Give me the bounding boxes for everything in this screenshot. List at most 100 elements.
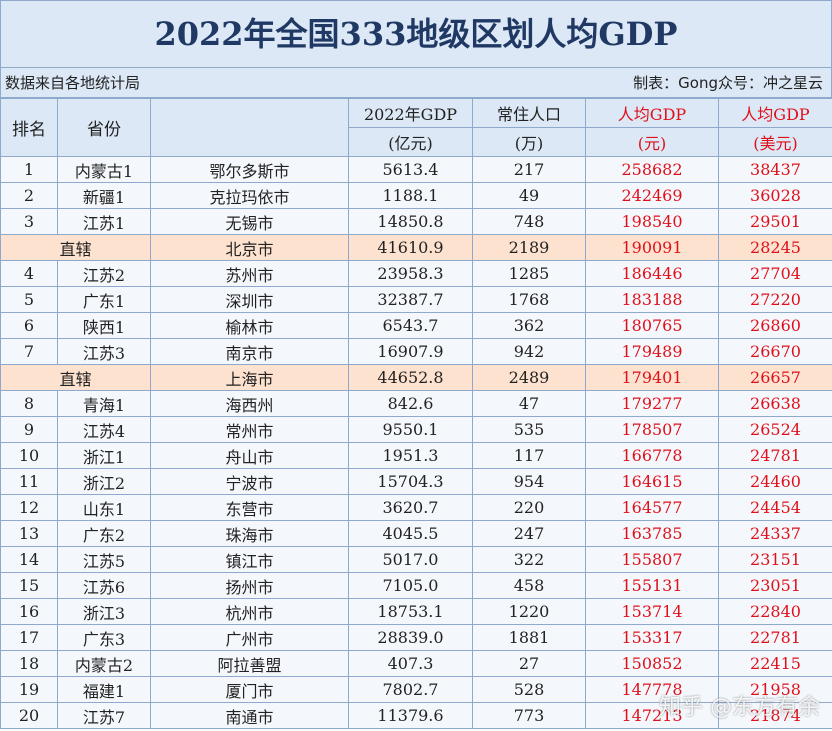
province: 江苏1 — [57, 208, 151, 235]
header-usd: 人均GDP — [718, 98, 832, 128]
per-capita-usd: 26670 — [718, 338, 832, 365]
rank: 8 — [0, 390, 58, 417]
row: 10 浙江1 舟山市 1951.3 117 166778 24781 — [0, 442, 832, 469]
province: 广东1 — [57, 286, 151, 313]
gdp: 7802.7 — [348, 676, 473, 703]
per-capita-yuan: 147213 — [585, 702, 719, 729]
per-capita-usd: 24781 — [718, 442, 832, 469]
population: 458 — [472, 572, 586, 599]
per-capita-usd: 28245 — [718, 234, 832, 261]
city: 鄂尔多斯市 — [150, 156, 349, 183]
header-usd-unit: (美元) — [718, 127, 832, 157]
row: 19 福建1 厦门市 7802.7 528 147778 21958 — [0, 676, 832, 703]
row: 13 广东2 珠海市 4045.5 247 163785 24337 — [0, 520, 832, 547]
rank: 18 — [0, 650, 58, 677]
city: 苏州市 — [150, 260, 349, 287]
gdp: 14850.8 — [348, 208, 473, 235]
row: 1 内蒙古1 鄂尔多斯市 5613.4 217 258682 38437 — [0, 156, 832, 183]
per-capita-usd: 24460 — [718, 468, 832, 495]
rank: 14 — [0, 546, 58, 573]
per-capita-yuan: 179277 — [585, 390, 719, 417]
header-gdp-unit: (亿元) — [348, 127, 473, 157]
table: 排名 省份 2022年GDP 常住人口 人均GDP 人均GDP (亿元) (万)… — [0, 98, 832, 729]
per-capita-yuan: 186446 — [585, 260, 719, 287]
per-capita-yuan: 166778 — [585, 442, 719, 469]
city: 榆林市 — [150, 312, 349, 339]
title: 2022年全国333地级区划人均GDP — [0, 0, 832, 68]
province: 陕西1 — [57, 312, 151, 339]
gdp: 3620.7 — [348, 494, 473, 521]
per-capita-yuan: 150852 — [585, 650, 719, 677]
population: 535 — [472, 416, 586, 443]
population: 954 — [472, 468, 586, 495]
row: 12 山东1 东营市 3620.7 220 164577 24454 — [0, 494, 832, 521]
per-capita-yuan: 179401 — [585, 364, 719, 391]
city: 阿拉善盟 — [150, 650, 349, 677]
population: 220 — [472, 494, 586, 521]
per-capita-usd: 26860 — [718, 312, 832, 339]
per-capita-usd: 26524 — [718, 416, 832, 443]
city: 东营市 — [150, 494, 349, 521]
per-capita-yuan: 258682 — [585, 156, 719, 183]
rank: 9 — [0, 416, 58, 443]
row: 15 江苏6 扬州市 7105.0 458 155131 23051 — [0, 572, 832, 599]
population: 362 — [472, 312, 586, 339]
gdp: 16907.9 — [348, 338, 473, 365]
row: 3 江苏1 无锡市 14850.8 748 198540 29501 — [0, 208, 832, 235]
gdp: 842.6 — [348, 390, 473, 417]
per-capita-yuan: 153317 — [585, 624, 719, 651]
city: 镇江市 — [150, 546, 349, 573]
city: 珠海市 — [150, 520, 349, 547]
population: 247 — [472, 520, 586, 547]
population: 27 — [472, 650, 586, 677]
province: 江苏4 — [57, 416, 151, 443]
city: 上海市 — [150, 364, 349, 391]
city: 南京市 — [150, 338, 349, 365]
gdp: 18753.1 — [348, 598, 473, 625]
header-province: 省份 — [57, 98, 151, 157]
gdp: 6543.7 — [348, 312, 473, 339]
gdp: 15704.3 — [348, 468, 473, 495]
province: 广东2 — [57, 520, 151, 547]
row: 14 江苏5 镇江市 5017.0 322 155807 23151 — [0, 546, 832, 573]
row: 4 江苏2 苏州市 23958.3 1285 186446 27704 — [0, 260, 832, 287]
per-capita-usd: 36028 — [718, 182, 832, 209]
province: 广东3 — [57, 624, 151, 651]
city: 克拉玛依市 — [150, 182, 349, 209]
per-capita-usd: 22781 — [718, 624, 832, 651]
row: 7 江苏3 南京市 16907.9 942 179489 26670 — [0, 338, 832, 365]
gdp: 41610.9 — [348, 234, 473, 261]
province: 山东1 — [57, 494, 151, 521]
rank: 2 — [0, 182, 58, 209]
gdp: 11379.6 — [348, 702, 473, 729]
row: 2 新疆1 克拉玛依市 1188.1 49 242469 36028 — [0, 182, 832, 209]
province: 直辖 — [0, 364, 151, 391]
gdp: 5613.4 — [348, 156, 473, 183]
per-capita-usd: 23151 — [718, 546, 832, 573]
per-capita-usd: 22840 — [718, 598, 832, 625]
city: 厦门市 — [150, 676, 349, 703]
per-capita-yuan: 179489 — [585, 338, 719, 365]
per-capita-usd: 21874 — [718, 702, 832, 729]
per-capita-yuan: 164577 — [585, 494, 719, 521]
header-city — [150, 98, 349, 157]
per-capita-usd: 29501 — [718, 208, 832, 235]
rank: 12 — [0, 494, 58, 521]
header-pc-unit: (元) — [585, 127, 719, 157]
row: 11 浙江2 宁波市 15704.3 954 164615 24460 — [0, 468, 832, 495]
per-capita-yuan: 183188 — [585, 286, 719, 313]
city: 北京市 — [150, 234, 349, 261]
province: 江苏7 — [57, 702, 151, 729]
header-gdp: 2022年GDP — [348, 98, 473, 128]
gdp: 32387.7 — [348, 286, 473, 313]
province: 江苏6 — [57, 572, 151, 599]
per-capita-usd: 24454 — [718, 494, 832, 521]
rank: 13 — [0, 520, 58, 547]
province: 江苏3 — [57, 338, 151, 365]
per-capita-yuan: 163785 — [585, 520, 719, 547]
province: 内蒙古2 — [57, 650, 151, 677]
population: 217 — [472, 156, 586, 183]
per-capita-yuan: 198540 — [585, 208, 719, 235]
row: 直辖 北京市 41610.9 2189 190091 28245 — [0, 234, 832, 261]
